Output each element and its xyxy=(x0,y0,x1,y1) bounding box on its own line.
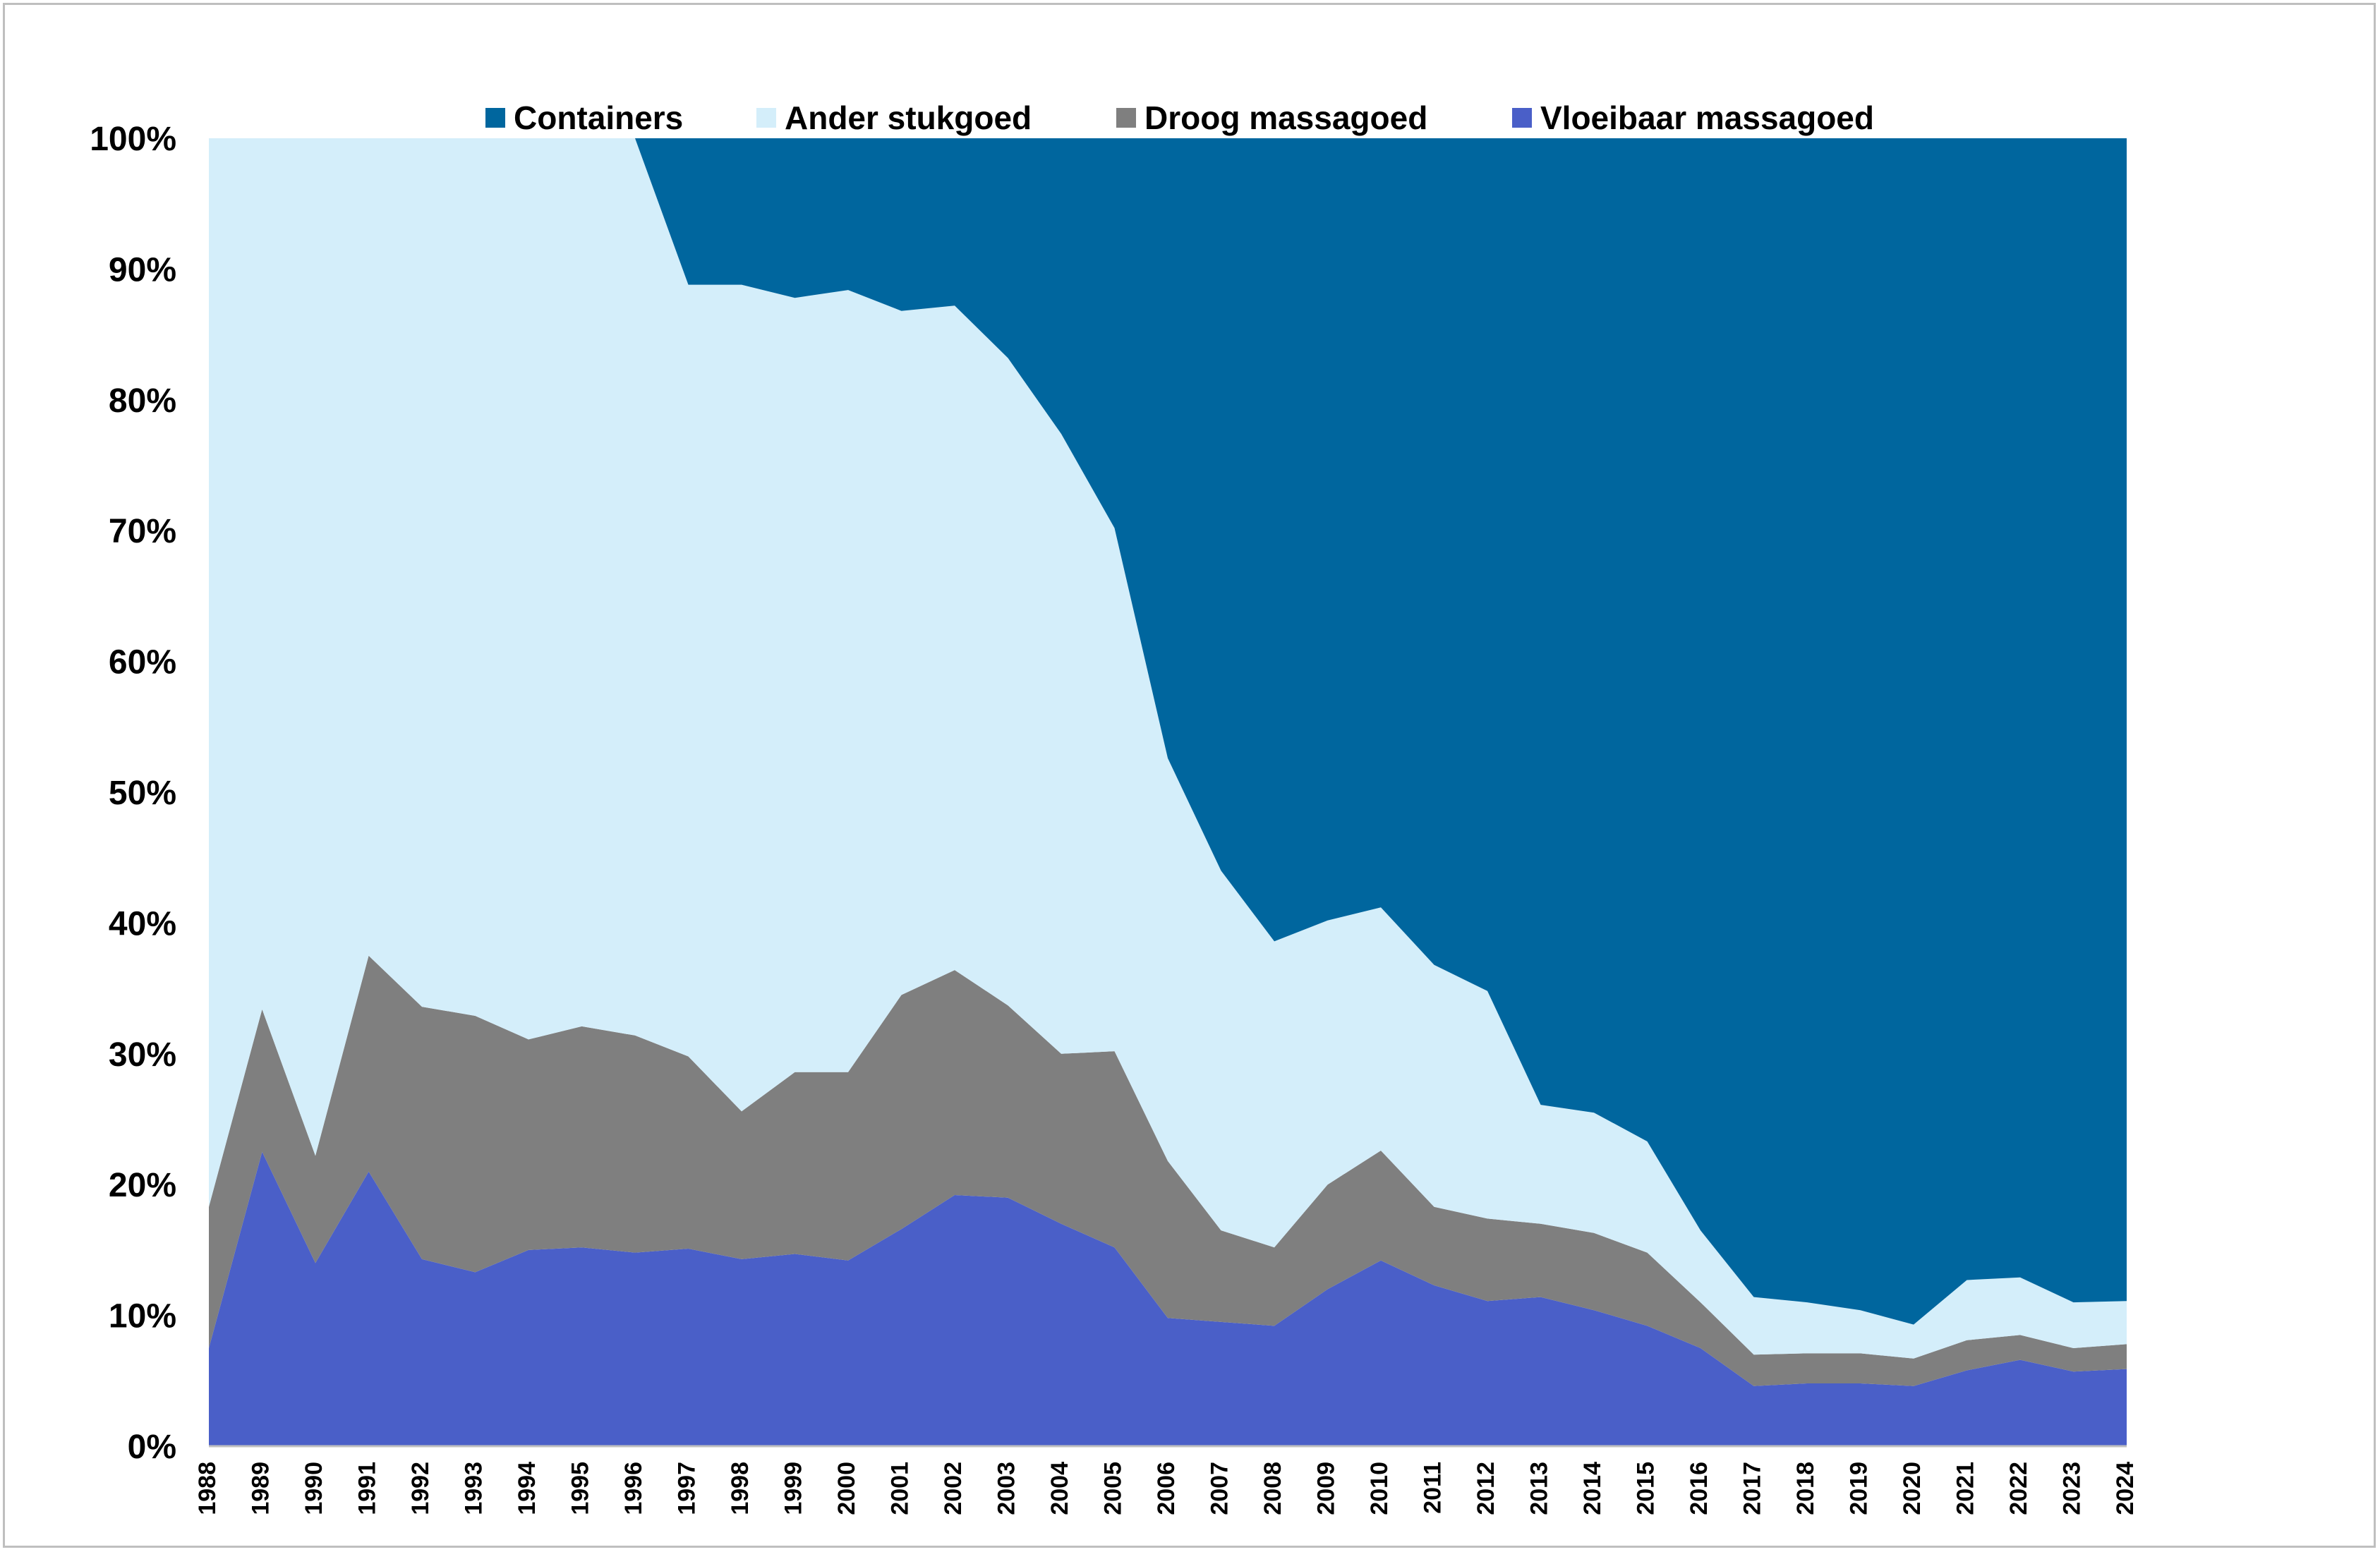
legend-label: Containers xyxy=(514,99,683,136)
x-tick-label: 1989 xyxy=(247,1462,274,1515)
area-layer xyxy=(209,138,2127,1446)
area-vloeibaar-massagoed xyxy=(209,1151,2127,1446)
x-tick-label: 2010 xyxy=(1366,1462,1393,1515)
x-tick-label: 2003 xyxy=(993,1462,1020,1515)
area-ander-stukgoed xyxy=(209,138,2127,1359)
legend-swatch xyxy=(1116,108,1136,128)
x-tick-label: 2018 xyxy=(1792,1462,1819,1515)
area-containers xyxy=(209,138,2127,1325)
x-tick-label: 2000 xyxy=(833,1462,860,1515)
legend-swatch xyxy=(485,108,505,128)
x-tick-label: 1994 xyxy=(514,1462,540,1515)
x-tick-label: 2005 xyxy=(1099,1462,1126,1515)
legend-label: Vloeibaar massagoed xyxy=(1540,99,1874,136)
y-tick-label: 30% xyxy=(109,1036,176,1074)
x-axis: 1988 1989 1990 1991 1992 1993 1994 1995 1996 1997… xyxy=(194,1445,2139,1515)
y-tick-label: 20% xyxy=(109,1167,176,1204)
x-tick-label: 2007 xyxy=(1206,1462,1233,1515)
x-tick-label: 2006 xyxy=(1153,1462,1180,1515)
x-tick-label: 2016 xyxy=(1686,1462,1712,1515)
x-tick-label: 1996 xyxy=(620,1462,647,1515)
x-tick-label: 2024 xyxy=(2112,1462,2139,1515)
x-tick-label: 1997 xyxy=(673,1462,700,1515)
area-droog-massagoed xyxy=(209,955,2127,1386)
y-tick-label: 100% xyxy=(90,121,176,158)
x-tick-label: 2011 xyxy=(1419,1462,1446,1514)
x-tick-label: 1988 xyxy=(194,1462,221,1515)
x-tick-label: 2002 xyxy=(940,1462,967,1515)
y-axis: 0% 10% 20% 30% 40% 50% 60% 70% 80% 90% 100% xyxy=(90,121,176,1466)
x-tick-label: 2013 xyxy=(1526,1462,1552,1515)
x-tick-label: 1995 xyxy=(567,1462,593,1515)
x-tick-label: 2012 xyxy=(1473,1462,1499,1515)
legend-item-ander-stukgoed: Ander stukgoed xyxy=(756,99,1032,136)
x-tick-label: 2014 xyxy=(1579,1462,1606,1515)
y-tick-label: 80% xyxy=(109,382,176,420)
legend-item-droog-massagoed: Droog massagoed xyxy=(1116,99,1427,136)
y-tick-label: 90% xyxy=(109,251,176,289)
y-tick-label: 0% xyxy=(128,1429,176,1466)
x-tick-label: 1993 xyxy=(460,1462,487,1515)
x-tick-label: 2022 xyxy=(2005,1462,2032,1515)
legend: Containers Ander stukgoed Droog massagoed V… xyxy=(485,99,1874,136)
x-tick-label: 2001 xyxy=(886,1462,913,1515)
legend-swatch xyxy=(756,108,776,128)
y-tick-label: 10% xyxy=(109,1298,176,1335)
x-tick-label: 2017 xyxy=(1739,1462,1765,1515)
x-tick-label: 2019 xyxy=(1845,1462,1872,1515)
legend-label: Droog massagoed xyxy=(1144,99,1427,136)
x-tick-label: 2020 xyxy=(1899,1462,1926,1515)
x-tick-label: 1991 xyxy=(354,1462,380,1515)
x-tick-label: 2009 xyxy=(1312,1462,1339,1515)
x-tick-label: 1999 xyxy=(780,1462,807,1515)
y-tick-label: 50% xyxy=(109,775,176,812)
x-tick-label: 2015 xyxy=(1632,1462,1659,1515)
y-tick-label: 70% xyxy=(109,513,176,550)
x-tick-label: 2021 xyxy=(1952,1462,1979,1515)
legend-item-vloeibaar-massagoed: Vloeibaar massagoed xyxy=(1512,99,1874,136)
legend-swatch xyxy=(1512,108,1532,128)
y-tick-label: 60% xyxy=(109,644,176,681)
legend-label: Ander stukgoed xyxy=(785,99,1032,136)
legend-item-containers: Containers xyxy=(485,99,683,136)
x-tick-label: 1990 xyxy=(301,1462,327,1515)
y-tick-label: 40% xyxy=(109,905,176,942)
x-tick-label: 2004 xyxy=(1046,1462,1073,1515)
x-tick-label: 1998 xyxy=(727,1462,754,1515)
x-tick-label: 2023 xyxy=(2058,1462,2085,1515)
x-tick-label: 1992 xyxy=(407,1462,434,1515)
x-tick-label: 2008 xyxy=(1260,1462,1286,1515)
